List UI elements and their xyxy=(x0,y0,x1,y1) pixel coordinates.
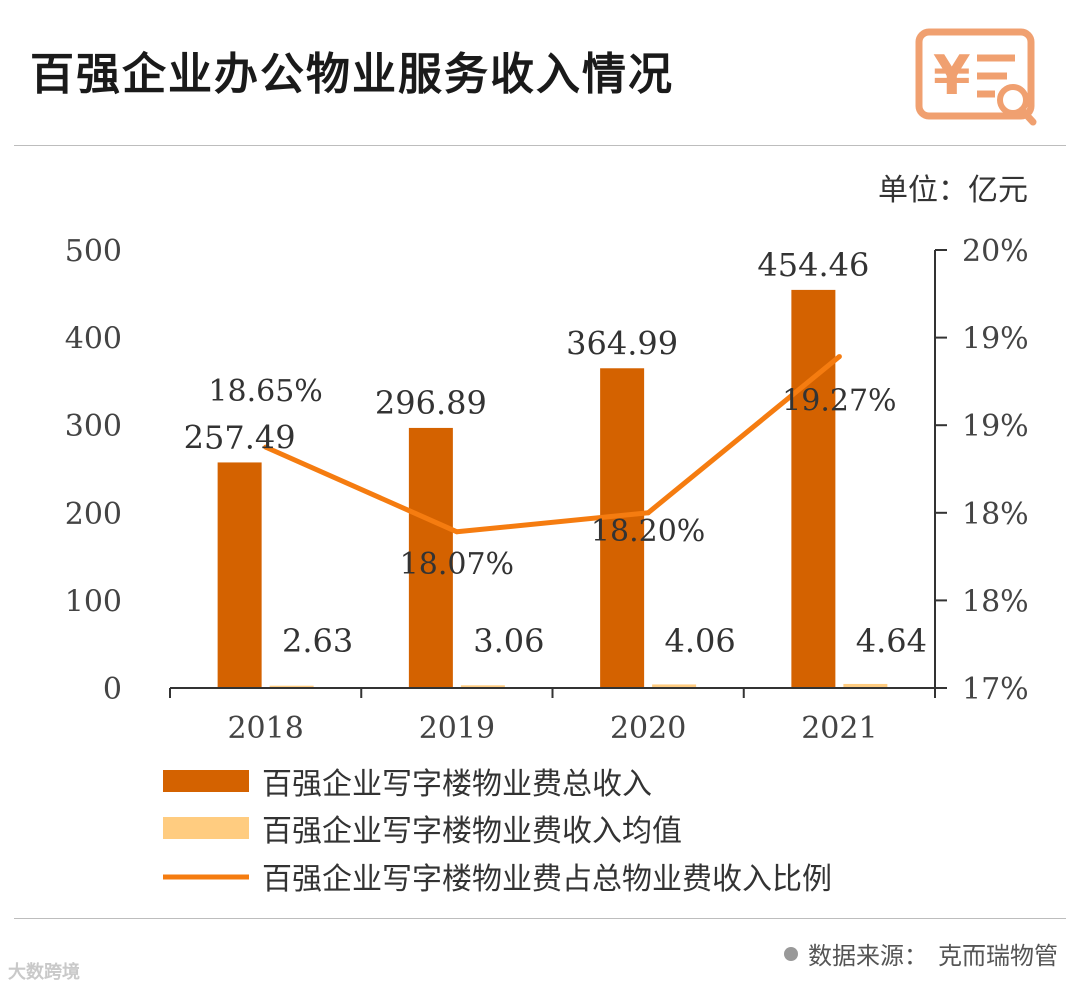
source-label: 数据来源： xyxy=(808,942,928,970)
x-tick-label: 2019 xyxy=(419,711,495,746)
legend-label: 百强企业写字楼物业费总收入 xyxy=(262,767,652,802)
bars-layer xyxy=(217,289,888,688)
x-axis: 2018 2019 2020 2021 xyxy=(169,687,936,746)
left-tick-label: 300 xyxy=(65,409,122,444)
ratio-point xyxy=(263,444,269,450)
watermark-logo: 大数跨境 xyxy=(8,962,80,983)
right-tick-label: 19% xyxy=(962,409,1029,444)
bullet-dot-icon xyxy=(784,946,798,961)
left-axis: 0 100 200 300 400 500 xyxy=(65,234,122,707)
bar-total-label: 454.46 xyxy=(757,246,869,284)
right-tick-label: 17% xyxy=(962,672,1029,707)
legend-label: 百强企业写字楼物业费收入均值 xyxy=(262,814,682,849)
right-axis: 17% 18% 18% 19% 19% 20% xyxy=(934,234,1029,707)
source-note: 数据来源： 克而瑞物管 xyxy=(784,936,1058,971)
ratio-line xyxy=(264,354,841,535)
bar-average xyxy=(460,685,505,688)
ratio-point xyxy=(836,354,842,360)
ratio-point xyxy=(454,529,460,535)
data-labels-layer: 257.49 2.63 296.89 3.06 364.99 4.06 454.46 4.64… xyxy=(184,246,927,660)
page-title: 百强企业办公物业服务收入情况 xyxy=(30,49,674,100)
left-tick-label: 0 xyxy=(103,672,122,707)
receipt-search-icon: ¥ xyxy=(915,28,1037,126)
line-layer xyxy=(263,354,842,535)
bar-average xyxy=(652,684,697,688)
bar-average-label: 4.64 xyxy=(856,622,927,660)
bar-total xyxy=(600,368,645,688)
footer-divider xyxy=(14,918,1066,919)
ratio-label: 18.65% xyxy=(208,374,322,409)
legend: 百强企业写字楼物业费总收入百强企业写字楼物业费收入均值百强企业写字楼物业费占总物… xyxy=(163,767,832,897)
bar-total xyxy=(791,289,836,688)
x-tick-label: 2018 xyxy=(227,711,303,746)
bar-total-label: 296.89 xyxy=(375,384,487,422)
unit-label: 单位：亿元 xyxy=(878,173,1028,208)
bar-average-label: 4.06 xyxy=(665,622,736,660)
ratio-point xyxy=(645,510,651,516)
legend-swatch-total xyxy=(163,770,249,792)
bar-average-label: 3.06 xyxy=(473,622,544,660)
right-tick-label: 18% xyxy=(962,497,1029,532)
bar-total xyxy=(408,427,453,688)
bar-average-label: 2.63 xyxy=(282,622,353,660)
bar-total xyxy=(217,462,262,688)
left-tick-label: 500 xyxy=(65,234,122,269)
left-tick-label: 200 xyxy=(65,497,122,532)
source-value: 克而瑞物管 xyxy=(938,942,1058,970)
ratio-label: 18.20% xyxy=(591,514,705,549)
x-tick-label: 2020 xyxy=(610,711,686,746)
header-divider xyxy=(14,145,1066,146)
legend-swatch-average xyxy=(163,817,249,839)
right-tick-label: 20% xyxy=(962,234,1029,269)
bar-average xyxy=(843,683,888,688)
left-tick-label: 400 xyxy=(65,322,122,357)
right-tick-label: 18% xyxy=(962,584,1029,619)
left-tick-label: 100 xyxy=(65,584,122,619)
bar-total-label: 364.99 xyxy=(566,324,678,362)
right-tick-label: 19% xyxy=(962,322,1029,357)
bar-total-label: 257.49 xyxy=(184,418,296,456)
ratio-label: 18.07% xyxy=(400,547,514,582)
ratio-label: 19.27% xyxy=(782,384,896,419)
bar-average xyxy=(269,685,314,688)
svg-text:¥: ¥ xyxy=(933,44,971,107)
legend-label: 百强企业写字楼物业费占总物业费收入比例 xyxy=(262,862,832,897)
x-tick-label: 2021 xyxy=(801,711,877,746)
